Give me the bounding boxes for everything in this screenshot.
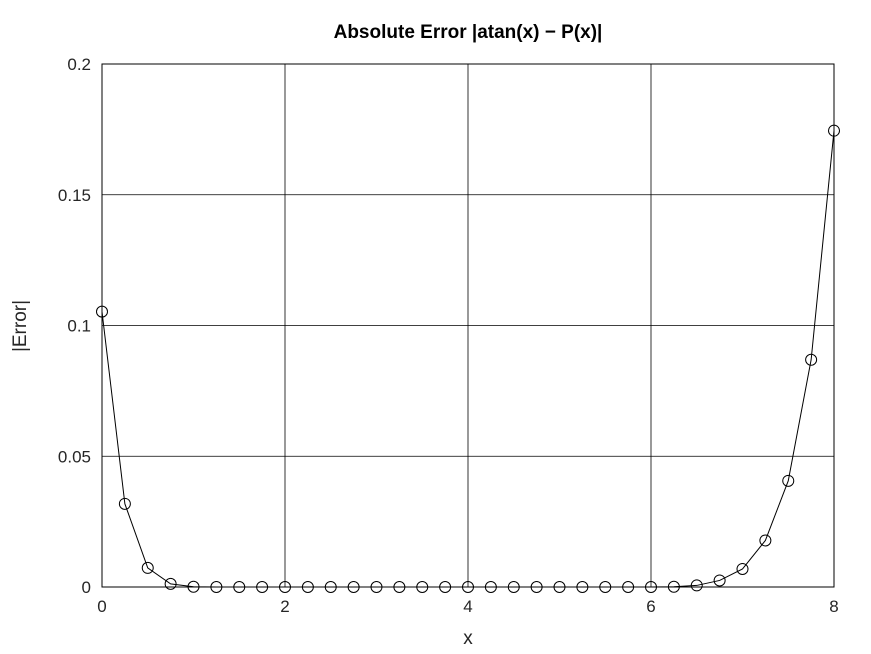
data-point <box>507 581 520 593</box>
data-point <box>256 581 269 593</box>
data-point <box>599 581 612 593</box>
data-point <box>667 580 680 593</box>
x-tick-label: 4 <box>463 597 472 616</box>
x-tick-label: 6 <box>646 597 655 616</box>
data-point <box>484 581 497 593</box>
x-axis-label: x <box>463 628 473 649</box>
y-tick-label: 0.15 <box>58 186 91 205</box>
data-point <box>530 581 543 593</box>
data-point <box>416 581 429 593</box>
data-point <box>324 581 337 593</box>
data-point <box>347 581 360 593</box>
x-tick-label: 0 <box>97 597 106 616</box>
data-point <box>118 497 131 510</box>
data-point <box>759 534 772 547</box>
data-point <box>96 305 108 318</box>
data-point <box>553 581 566 593</box>
data-point <box>439 581 452 593</box>
data-point <box>805 353 818 366</box>
data-point <box>622 581 635 593</box>
data-point <box>187 580 200 593</box>
data-point <box>736 562 749 575</box>
series-line <box>101 130 835 588</box>
data-point <box>301 581 314 593</box>
data-point <box>576 581 589 593</box>
y-tick-label: 0.1 <box>67 317 91 336</box>
ticks-layer: 0 2 4 6 8 0 0.05 0.1 0.15 0.2 <box>58 55 839 616</box>
y-tick-label: 0 <box>82 578 91 597</box>
data-point <box>233 581 246 593</box>
data-point <box>462 581 474 593</box>
data-point <box>713 574 726 587</box>
data-point <box>393 581 406 593</box>
data-point <box>828 124 840 137</box>
x-tick-label: 2 <box>280 597 289 616</box>
data-point <box>370 581 383 593</box>
data-point <box>210 581 223 593</box>
y-tick-label: 0.05 <box>58 447 91 466</box>
x-tick-label: 8 <box>829 597 838 616</box>
data-point <box>782 474 795 487</box>
chart-title: Absolute Error |atan(x) − P(x)| <box>334 22 603 43</box>
y-axis-label: |Error| <box>10 300 31 352</box>
data-point <box>645 581 657 593</box>
y-tick-label: 0.2 <box>67 55 91 74</box>
series-layer <box>96 124 840 593</box>
data-point <box>141 561 154 574</box>
data-point <box>279 581 291 593</box>
data-point <box>164 577 177 590</box>
data-point <box>690 579 703 592</box>
